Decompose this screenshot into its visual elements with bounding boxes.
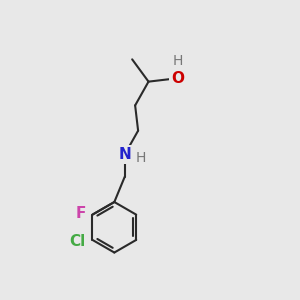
Text: O: O	[171, 71, 184, 86]
Text: N: N	[118, 147, 131, 162]
Text: H: H	[172, 54, 182, 68]
Text: F: F	[76, 206, 86, 221]
Text: Cl: Cl	[70, 234, 86, 249]
Text: H: H	[136, 151, 146, 165]
